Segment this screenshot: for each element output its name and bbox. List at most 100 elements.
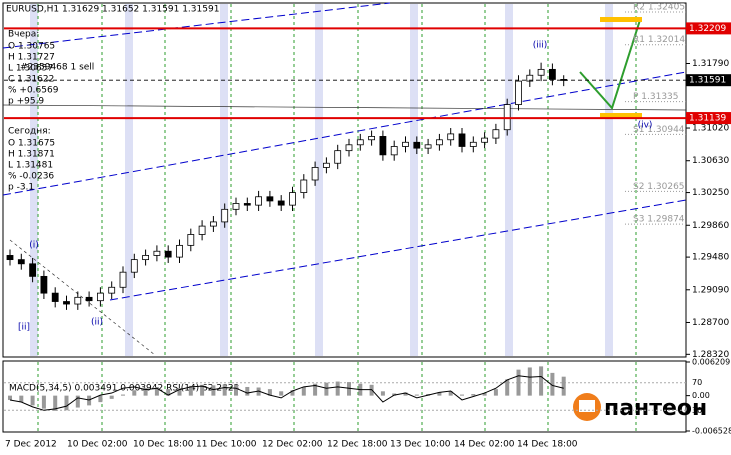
candle-body: [289, 192, 296, 206]
macd-bar: [482, 392, 487, 396]
info-line: O 1.30765: [8, 42, 55, 52]
info-line: O 1.31675: [8, 139, 55, 149]
macd-bar: [392, 393, 397, 396]
order-label: #2359468 1 sell: [20, 63, 94, 73]
trend-line: [9, 239, 156, 356]
y-tick-label: 1.31020: [692, 124, 729, 134]
candle-body: [6, 255, 14, 261]
candle-body: [63, 301, 70, 305]
macd-bar: [527, 367, 532, 396]
x-tick-label: 11 Dec 10:00: [196, 440, 257, 450]
candle-body: [266, 196, 274, 202]
candle-body: [130, 259, 138, 273]
macd-bar: [64, 395, 69, 411]
macd-bar: [561, 376, 566, 396]
candle-body: [311, 167, 319, 181]
macd-bar: [301, 386, 306, 396]
candle-body: [413, 141, 421, 149]
candle-body: [176, 244, 183, 258]
pivot-label: R2 1.32405: [633, 2, 685, 12]
candle-body: [221, 208, 229, 223]
rsi-line: [9, 375, 564, 411]
candle-body: [549, 68, 556, 80]
macd-bar: [471, 394, 476, 396]
session-stripe: [30, 4, 38, 356]
macd-bar: [41, 395, 46, 409]
macd-bar: [53, 395, 58, 411]
channel-line: [2, 71, 687, 196]
candle-body: [17, 259, 25, 265]
y-tick-label: 1.29090: [692, 285, 729, 295]
x-tick-label: 14 Dec 18:00: [517, 440, 578, 450]
candle-body: [29, 263, 37, 277]
macd-bar: [98, 395, 103, 403]
zone: [600, 17, 642, 22]
macd-bar: [335, 381, 340, 396]
candle-body: [435, 139, 443, 146]
indicator-frame: [2, 360, 687, 433]
macd-bar: [109, 395, 114, 399]
session-stripe: [315, 4, 323, 356]
wave-label: (iii): [533, 41, 548, 51]
y-tick-label: 1.30630: [692, 156, 729, 166]
x-tick-label: 10 Dec 02:00: [67, 440, 128, 450]
pivot-label: S2 1.30265: [633, 182, 685, 192]
price-label: 1.31139: [689, 114, 726, 124]
wave-label: [ii]: [18, 323, 30, 333]
candle-body: [537, 68, 545, 76]
macd-bar: [347, 382, 351, 396]
candle-body: [243, 203, 251, 206]
macd-bar: [8, 395, 12, 400]
info-line: p +95.9: [8, 97, 44, 107]
info-line: L 1.30657: [8, 64, 53, 74]
x-tick-label: 7 Dec 2012: [5, 440, 57, 450]
info-title: Вчера:: [8, 30, 39, 40]
candle-body: [119, 271, 127, 288]
wave-label: (ii): [91, 318, 103, 328]
candle-body: [209, 221, 217, 227]
candle-body: [153, 250, 161, 256]
x-tick-label: 12 Dec 02:00: [262, 440, 323, 450]
symbol-header: EURUSD,H1 1.31629 1.31652 1.31591 1.3159…: [6, 5, 219, 15]
x-tick-label: 14 Dec 02:00: [454, 440, 515, 450]
macd-bar: [75, 395, 80, 408]
channel-line: [2, 2, 391, 49]
macd-bar: [279, 391, 284, 396]
price-label-box: [686, 74, 731, 87]
candle-body: [97, 292, 104, 302]
macd-bar: [324, 382, 329, 396]
macd-bar: [516, 369, 521, 396]
candle-body: [356, 139, 364, 146]
y-tick-label: 1.31790: [692, 59, 729, 69]
session-stripe: [410, 4, 418, 356]
macd-bar: [267, 389, 272, 396]
candle-body: [469, 141, 477, 147]
candle-body: [187, 234, 195, 246]
logo: пантеон: [573, 393, 707, 421]
candle-body: [40, 275, 48, 294]
wave-label: (iv): [638, 121, 653, 131]
candle-body: [198, 225, 206, 235]
pivot-label: R1 1.32014: [633, 35, 685, 45]
macd-bar: [448, 391, 453, 396]
info-line: % -0.0236: [8, 172, 54, 182]
info-title: Сегодня:: [8, 127, 51, 137]
price-label: 1.31591: [689, 76, 726, 86]
macd-bar: [222, 384, 227, 396]
candle-body: [277, 200, 285, 206]
candle-body: [300, 179, 308, 193]
macd-bar: [505, 379, 510, 396]
price-label: 1.32209: [689, 24, 726, 34]
info-line: L 1.31481: [8, 161, 53, 171]
macd-bar: [154, 386, 159, 396]
session-stripe: [220, 4, 228, 356]
y-tick-label: 0.006209: [692, 358, 730, 367]
price-label-box: [686, 22, 731, 35]
x-tick-label: 10 Dec 18:00: [133, 440, 194, 450]
zone: [600, 113, 642, 118]
macd-bar: [493, 389, 498, 396]
y-tick-label: 0.00: [692, 391, 710, 400]
info-line: H 1.31727: [8, 53, 55, 63]
macd-bar: [380, 391, 385, 396]
macd-bar: [188, 385, 193, 396]
